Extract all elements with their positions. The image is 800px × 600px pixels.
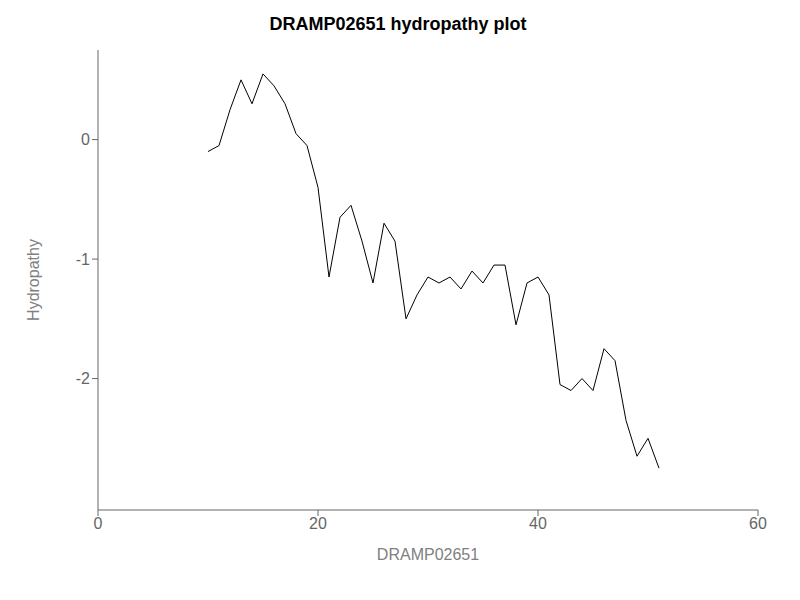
svg-text:60: 60 [749, 515, 767, 532]
svg-text:0: 0 [94, 515, 103, 532]
svg-text:-2: -2 [76, 370, 90, 387]
svg-text:-1: -1 [76, 251, 90, 268]
svg-text:DRAMP02651: DRAMP02651 [377, 546, 479, 563]
html-text:DRAMP02651 hydropathy plot: DRAMP02651 hydropathy plot [269, 14, 527, 34]
svg-text:20: 20 [309, 515, 327, 532]
svg-text:40: 40 [529, 515, 547, 532]
svg-text:Hydropathy: Hydropathy [25, 239, 42, 321]
svg-text:0: 0 [81, 131, 90, 148]
